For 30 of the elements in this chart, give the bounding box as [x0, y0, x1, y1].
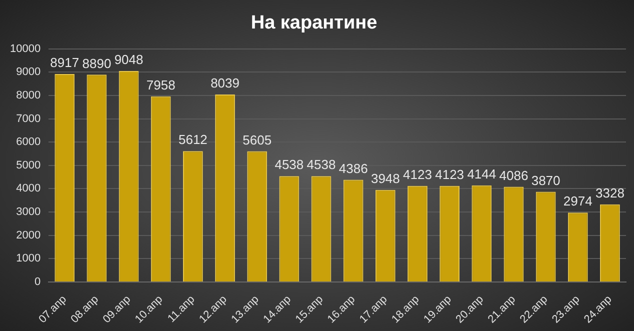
data-label: 4144 [467, 166, 496, 182]
data-label: 4123 [403, 166, 432, 182]
y-tick-label: 8000 [16, 89, 41, 102]
y-tick-label: 6000 [16, 136, 41, 148]
data-label: 3328 [596, 185, 624, 200]
data-label: 7958 [146, 77, 176, 92]
data-label: 4538 [306, 157, 336, 172]
y-tick-label: 2000 [16, 229, 41, 242]
data-label: 3870 [531, 172, 560, 188]
data-label: 8917 [50, 55, 80, 70]
y-tick-label: 10000 [10, 42, 41, 55]
data-label: 4086 [499, 168, 528, 183]
y-tick-label: 5000 [16, 159, 41, 172]
data-label: 4538 [274, 157, 304, 172]
data-label: 8039 [210, 76, 240, 91]
data-label: 4123 [435, 166, 464, 182]
y-tick-label: 0 [34, 276, 41, 288]
y-tick-label: 9000 [16, 66, 41, 78]
data-label: 9048 [114, 52, 144, 68]
y-tick-label: 1000 [16, 252, 41, 265]
data-label: 3948 [370, 171, 400, 186]
data-label: 2974 [563, 194, 592, 209]
data-label: 8890 [82, 56, 112, 71]
data-label: 4386 [338, 160, 368, 176]
y-tick-label: 4000 [16, 182, 41, 195]
data-label: 5605 [242, 132, 272, 148]
data-label: 5612 [178, 132, 208, 148]
y-tick-label: 7000 [16, 112, 41, 125]
chart-title: На карантине [250, 12, 378, 34]
y-tick-label: 3000 [16, 206, 41, 218]
